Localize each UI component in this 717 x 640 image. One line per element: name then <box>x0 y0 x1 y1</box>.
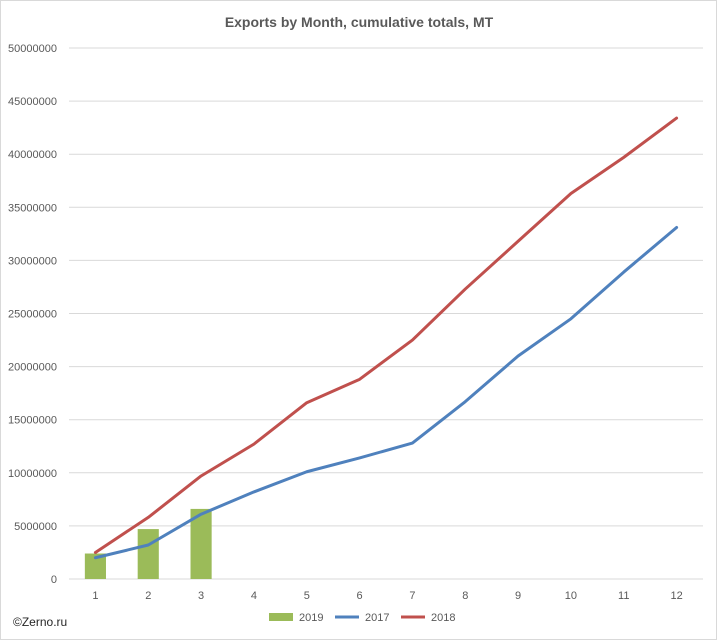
y-tick-label: 30000000 <box>8 255 57 267</box>
y-tick-label: 0 <box>51 574 57 586</box>
x-tick-label: 2 <box>145 590 151 602</box>
x-tick-label: 9 <box>515 590 521 602</box>
bar-2019-2 <box>137 529 159 579</box>
x-tick-label: 12 <box>670 590 682 602</box>
line-series-2018 <box>93 116 679 554</box>
x-tick-label: 8 <box>462 590 468 602</box>
x-axis-tick-labels: 1 2 3 4 5 6 7 8 9 10 11 12 <box>92 590 682 602</box>
chart-title: Exports by Month, cumulative totals, MT <box>225 14 494 30</box>
y-tick-label: 25000000 <box>8 309 57 321</box>
legend-swatch-2019 <box>269 613 293 621</box>
x-tick-label: 4 <box>251 590 257 602</box>
y-tick-label: 40000000 <box>8 149 57 161</box>
legend-label-2019: 2019 <box>299 612 323 624</box>
x-tick-label: 11 <box>618 590 629 602</box>
y-tick-label: 20000000 <box>8 362 57 374</box>
y-tick-label: 45000000 <box>8 96 57 108</box>
x-tick-label: 1 <box>92 590 98 602</box>
chart-legend: 2019 2017 2018 <box>269 612 455 624</box>
x-tick-label: 10 <box>565 590 577 602</box>
y-axis-tick-labels: 0 5000000 10000000 15000000 20000000 25000000… <box>8 43 57 586</box>
x-tick-label: 7 <box>409 590 415 602</box>
legend-label-2018: 2018 <box>431 612 455 624</box>
y-tick-label: 15000000 <box>8 415 57 427</box>
x-tick-label: 5 <box>304 590 310 602</box>
x-tick-label: 3 <box>198 590 204 602</box>
x-tick-label: 6 <box>357 590 363 602</box>
watermark-text: ©Zerno.ru <box>13 615 67 629</box>
line-series-layer <box>93 116 679 560</box>
bar-2019-3 <box>190 508 212 579</box>
y-tick-label: 50000000 <box>8 43 57 55</box>
legend-label-2017: 2017 <box>365 612 389 624</box>
y-tick-label: 35000000 <box>8 202 57 214</box>
line-series-2017 <box>93 225 679 560</box>
y-tick-label: 10000000 <box>8 468 57 480</box>
y-tick-label: 5000000 <box>14 521 57 533</box>
bar-2019-1 <box>84 553 106 579</box>
gridlines <box>69 47 703 580</box>
